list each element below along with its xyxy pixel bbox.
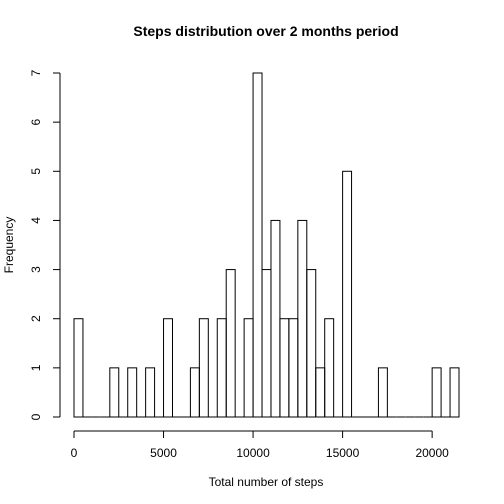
y-tick-label: 1	[29, 364, 43, 371]
histogram-bar	[189, 367, 200, 418]
y-tick-label: 2	[29, 315, 43, 322]
histogram-bar	[288, 318, 299, 418]
x-tick-label: 5000	[150, 446, 177, 460]
x-tick-label: 20000	[415, 446, 449, 460]
x-tick-label: 0	[71, 446, 78, 460]
y-tick-label: 6	[29, 118, 43, 125]
histogram-bar	[225, 269, 236, 418]
chart-title: Steps distribution over 2 months period	[133, 23, 398, 39]
histogram-bar	[431, 367, 442, 418]
histogram-bar	[109, 367, 120, 418]
x-tick-label: 10000	[236, 446, 270, 460]
histogram-bar	[145, 367, 156, 418]
y-tick-label: 0	[29, 413, 43, 420]
histogram-bar	[306, 269, 317, 418]
histogram-bar	[73, 318, 84, 418]
histogram-bar	[243, 318, 254, 418]
histogram-bar	[163, 318, 173, 418]
histogram-bar	[127, 367, 138, 418]
histogram-bar	[324, 318, 335, 418]
histogram-bar	[449, 367, 460, 418]
y-axis: 0 1 2 3 4 5 6 7	[29, 69, 61, 420]
y-tick-label: 5	[29, 168, 43, 175]
y-tick-label: 3	[29, 266, 43, 273]
histogram-bar	[279, 318, 290, 418]
x-axis-label: Total number of steps	[209, 475, 324, 489]
y-axis-label: Frequency	[2, 217, 16, 274]
histogram-bar	[297, 219, 308, 418]
x-axis: 0 5000 10000 15000 20000	[71, 430, 449, 460]
bars-group	[73, 72, 460, 418]
histogram-bar	[270, 219, 281, 418]
histogram-bar	[252, 72, 263, 418]
histogram-bar	[342, 170, 353, 418]
histogram-bar	[198, 318, 209, 418]
histogram-bar	[261, 269, 272, 418]
x-tick-label: 15000	[326, 446, 360, 460]
histogram-bar	[377, 367, 388, 418]
y-tick-label: 7	[29, 69, 43, 76]
y-tick-label: 4	[29, 217, 43, 224]
histogram-bar	[315, 367, 326, 418]
histogram-bar	[216, 318, 227, 418]
